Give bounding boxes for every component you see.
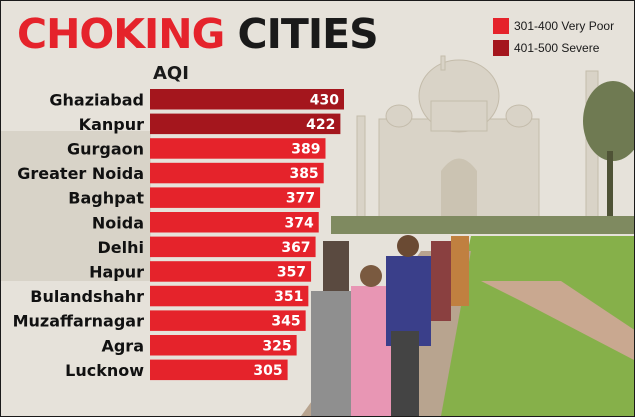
bar-baghpat — [150, 187, 321, 208]
value-label-gurgaon: 389 — [291, 141, 320, 157]
bar-gurgaon — [150, 138, 326, 159]
category-label-agra: Agra — [101, 336, 144, 355]
category-label-gurgaon: Gurgaon — [67, 139, 144, 158]
legend-label-severe: 401-500 Severe — [514, 41, 600, 55]
title-word-cities: CITIES — [237, 10, 379, 58]
value-label-delhi: 367 — [281, 240, 310, 256]
bar-lucknow — [150, 359, 288, 381]
category-label-baghpat: Baghpat — [68, 189, 144, 208]
axis-label-aqi: AQI — [153, 63, 189, 84]
bar-muzaffarnagar — [150, 310, 306, 331]
bar-kanpur — [150, 113, 341, 135]
bar-delhi — [150, 236, 316, 258]
value-label-ghaziabad: 430 — [310, 92, 339, 108]
category-label-lucknow: Lucknow — [65, 361, 144, 380]
bar-ghaziabad — [150, 89, 344, 110]
value-label-hapur: 357 — [277, 264, 306, 280]
value-label-bulandshahr: 351 — [274, 289, 303, 305]
value-label-greater-noida: 385 — [289, 166, 318, 182]
value-label-agra: 325 — [262, 338, 291, 354]
legend-swatch-severe — [493, 40, 509, 56]
value-label-baghpat: 377 — [286, 191, 315, 207]
value-label-lucknow: 305 — [253, 363, 282, 379]
bar-hapur — [150, 261, 312, 282]
legend-label-very-poor: 301-400 Very Poor — [514, 19, 615, 33]
bar-noida — [150, 212, 319, 233]
category-label-delhi: Delhi — [98, 238, 145, 257]
category-label-noida: Noida — [92, 213, 144, 232]
category-label-bulandshahr: Bulandshahr — [30, 287, 144, 306]
legend-item-severe: 401-500 Severe — [493, 37, 614, 59]
bar-agra — [150, 335, 297, 356]
value-label-kanpur: 422 — [306, 117, 335, 133]
category-label-kanpur: Kanpur — [79, 115, 144, 134]
value-label-noida: 374 — [285, 215, 314, 231]
category-label-muzaffarnagar: Muzaffarnagar — [13, 312, 145, 331]
legend: 301-400 Very Poor 401-500 Severe — [493, 15, 614, 59]
bar-bulandshahr — [150, 285, 309, 307]
value-label-muzaffarnagar: 345 — [271, 314, 300, 330]
chart-title: CHOKING CITIES — [17, 5, 379, 63]
bar-greater-noida — [150, 162, 324, 184]
category-label-ghaziabad: Ghaziabad — [49, 90, 144, 109]
title-word-choking: CHOKING — [17, 10, 225, 58]
category-label-greater-noida: Greater Noida — [17, 164, 144, 183]
category-label-hapur: Hapur — [89, 262, 144, 281]
legend-item-very-poor: 301-400 Very Poor — [493, 15, 614, 37]
legend-swatch-very-poor — [493, 18, 509, 34]
